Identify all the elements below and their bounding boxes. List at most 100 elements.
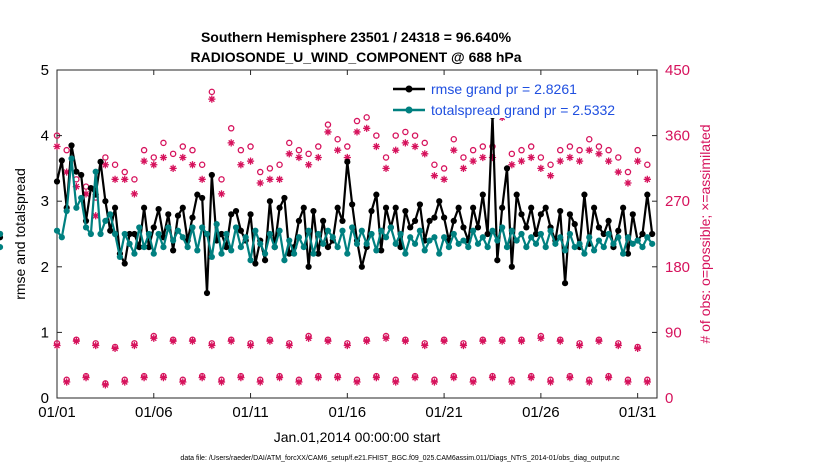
obs-assimilated-marker — [334, 373, 342, 382]
series-point-totalspread — [450, 230, 457, 238]
series-point-totalspread — [518, 230, 525, 238]
series-point-rmse — [203, 289, 211, 297]
obs-assimilated-marker — [624, 378, 632, 386]
legend-spread-label: totalspread grand pr = 2.5332 — [431, 102, 615, 118]
series-line-rmse — [55, 114, 654, 295]
series-point-totalspread — [416, 227, 424, 234]
obs-assimilated-marker — [527, 373, 535, 382]
obs-assimilated-marker — [63, 168, 71, 176]
series-point-totalspread — [411, 240, 419, 247]
y-tick-label: 5 — [41, 62, 49, 79]
obs-assimilated-marker — [324, 128, 332, 136]
series-point-rmse — [557, 207, 564, 215]
obs-assimilated-marker — [237, 161, 245, 169]
series-point-rmse — [155, 205, 162, 213]
series-point-rmse — [131, 230, 138, 238]
series-point-totalspread — [436, 250, 443, 257]
obs-assimilated-marker — [469, 157, 477, 165]
obs-assimilated-marker — [450, 146, 458, 154]
obs-assimilated-marker — [140, 373, 148, 382]
series-point-totalspread — [320, 240, 327, 247]
series-point-totalspread — [455, 240, 462, 247]
series-point-totalspread — [73, 204, 80, 211]
obs-assimilated-marker — [72, 337, 80, 345]
obs-assimilated-marker — [121, 175, 129, 183]
series-point-rmse — [499, 204, 506, 211]
obs-assimilated-marker — [614, 341, 622, 350]
series-point-totalspread — [586, 234, 593, 241]
series-point-rmse — [232, 207, 240, 215]
obs-possible-marker — [160, 139, 167, 147]
y2-tick-label: 0 — [665, 390, 673, 407]
obs-assimilated-marker — [498, 337, 506, 345]
series-point-totalspread — [397, 230, 404, 238]
series-point-rmse — [68, 142, 75, 149]
series-point-totalspread — [63, 207, 70, 215]
obs-assimilated-marker — [324, 337, 332, 345]
series-point-totalspread — [532, 240, 540, 247]
series-point-rmse — [571, 221, 578, 228]
obs-possible-marker — [266, 165, 274, 172]
x-tick-label: 01/31 — [619, 404, 657, 421]
series-point-rmse — [479, 191, 486, 198]
series-point-totalspread — [353, 240, 361, 247]
series-point-totalspread — [392, 240, 399, 247]
obs-possible-marker — [644, 161, 651, 169]
obs-assimilated-marker — [488, 153, 497, 162]
series-point-totalspread — [421, 247, 428, 254]
obs-assimilated-marker — [479, 153, 487, 162]
obs-possible-marker — [315, 143, 322, 150]
obs-assimilated-marker — [527, 153, 535, 162]
series-point-totalspread — [0, 230, 4, 238]
obs-possible-marker — [344, 143, 351, 150]
series-point-totalspread — [571, 244, 578, 251]
obs-assimilated-marker — [488, 373, 497, 382]
series-point-rmse — [528, 204, 535, 211]
series-point-totalspread — [232, 224, 240, 231]
series-point-totalspread — [484, 244, 491, 251]
obs-possible-marker — [256, 168, 264, 176]
obs-possible-marker — [615, 154, 622, 161]
series-point-totalspread — [431, 234, 438, 241]
obs-assimilated-marker — [314, 153, 322, 162]
series-point-rmse — [397, 244, 404, 251]
obs-assimilated-marker — [643, 378, 651, 386]
series-point-rmse — [261, 257, 269, 264]
series-point-totalspread — [126, 240, 133, 247]
series-point-totalspread — [266, 230, 274, 238]
series-point-totalspread — [629, 240, 636, 247]
series-point-totalspread — [78, 194, 85, 202]
series-point-totalspread — [561, 247, 569, 254]
y-tick-label: 3 — [41, 193, 49, 210]
series-point-rmse — [228, 211, 235, 218]
obs-assimilated-marker — [159, 153, 168, 162]
series-point-rmse — [97, 158, 104, 165]
series-point-totalspread — [382, 234, 390, 241]
series-point-totalspread — [228, 247, 235, 254]
obs-possible-marker — [634, 146, 641, 154]
x-tick-label: 01/01 — [38, 404, 76, 421]
series-point-rmse — [440, 214, 448, 221]
obs-assimilated-marker — [421, 341, 429, 350]
chart-title: Southern Hemisphere 23501 / 24318 = 96.6… — [201, 29, 512, 45]
obs-assimilated-marker — [140, 157, 148, 165]
series-point-rmse — [315, 250, 322, 257]
series-point-rmse — [431, 214, 438, 221]
obs-assimilated-marker — [566, 373, 574, 382]
series-point-totalspread — [68, 155, 75, 162]
obs-assimilated-marker — [150, 161, 158, 169]
obs-possible-marker — [169, 150, 177, 158]
series-point-totalspread — [363, 240, 370, 247]
series-point-rmse — [508, 263, 515, 270]
obs-possible-marker — [150, 154, 158, 161]
obs-possible-marker — [179, 143, 187, 150]
series-point-rmse — [334, 204, 341, 211]
series-point-rmse — [620, 204, 627, 211]
obs-possible-marker — [518, 146, 525, 154]
series-point-rmse — [411, 217, 419, 224]
data-file-footnote: data file: /Users/raeder/DAI/ATM_forcXX/… — [180, 455, 620, 462]
obs-assimilated-marker — [130, 341, 139, 350]
series-point-totalspread — [286, 237, 293, 244]
series-point-totalspread — [107, 211, 114, 218]
